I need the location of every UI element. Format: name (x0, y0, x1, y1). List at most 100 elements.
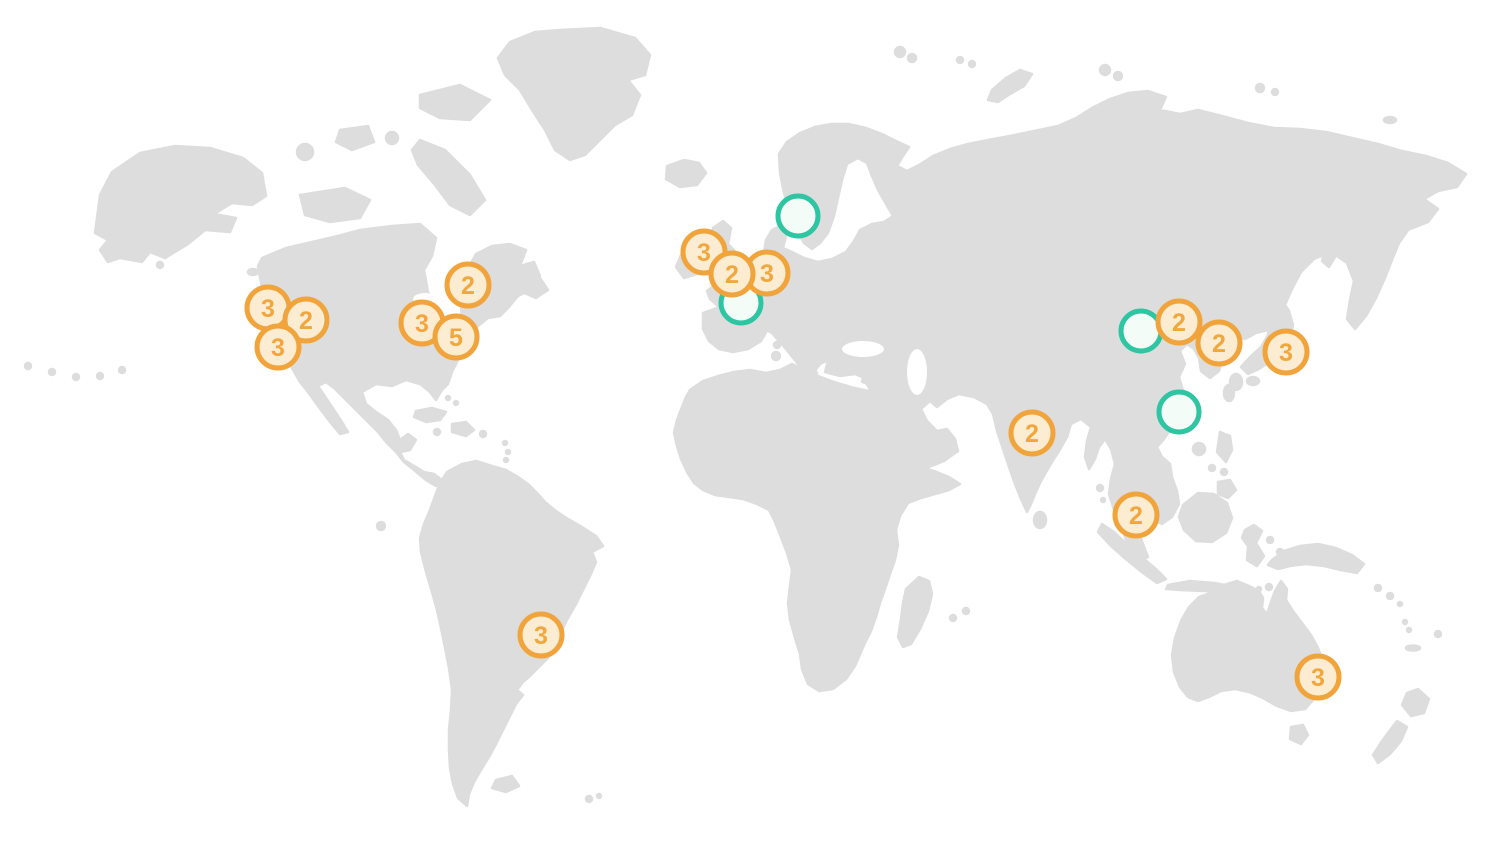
availability-zone-count: 3 (697, 239, 711, 267)
wrangel-island (1382, 115, 1398, 125)
crete (836, 383, 850, 391)
solomon-islands (1373, 583, 1383, 593)
region-marker[interactable]: 3 (517, 611, 565, 659)
availability-zone-count: 2 (1212, 330, 1226, 358)
honshu (1239, 291, 1295, 376)
availability-zone-count: 2 (461, 272, 475, 300)
availability-zone-ring (708, 250, 756, 298)
region-marker[interactable]: 3 (254, 323, 302, 371)
availability-zone-count: 3 (1279, 339, 1293, 367)
novaya-zemlya (986, 68, 1034, 104)
region-marker[interactable]: 3 (1262, 328, 1310, 376)
lesser-sunda (1264, 582, 1274, 592)
tierra-del-fuego (490, 774, 521, 794)
availability-zone-ring (254, 323, 302, 371)
region-marker[interactable]: 2 (282, 296, 330, 344)
region-marker[interactable]: 2 (1112, 491, 1160, 539)
region-marker[interactable]: 5 (432, 313, 480, 361)
availability-zone-count: 3 (760, 260, 774, 288)
availability-zone-ring (1008, 409, 1056, 457)
luzon (1215, 430, 1234, 464)
aleutian-island (95, 371, 105, 381)
solomon-islands (1385, 591, 1395, 601)
vanuatu (1405, 626, 1413, 634)
sulawesi (1240, 523, 1266, 568)
borneo (1177, 491, 1234, 544)
ellesmere-island (418, 83, 492, 122)
mindanao (1216, 478, 1238, 500)
fiji (1433, 629, 1443, 639)
coming-soon-region-marker[interactable] (1156, 389, 1202, 435)
availability-zone-ring (1262, 328, 1310, 376)
hokkaido (1274, 255, 1304, 284)
lesser-antilles (501, 439, 509, 447)
bahamas (444, 394, 452, 402)
falkland-islands (595, 792, 603, 800)
arctic-island (334, 124, 376, 152)
availability-zone-count: 3 (261, 295, 275, 323)
coming-soon-ring (1118, 308, 1164, 354)
tasmania (1288, 723, 1310, 746)
region-marker[interactable]: 2 (1195, 319, 1243, 367)
availability-zone-count: 2 (299, 307, 313, 335)
coming-soon-region-marker[interactable] (1118, 308, 1164, 354)
lesser-antilles (504, 448, 512, 456)
coming-soon-ring (1156, 389, 1202, 435)
corsica (772, 340, 782, 350)
newfoundland (520, 276, 550, 300)
availability-zone-ring (432, 313, 480, 361)
region-marker[interactable]: 3 (1294, 653, 1342, 701)
madagascar (896, 575, 934, 649)
alaska (93, 144, 268, 264)
franz-josef-land (967, 59, 977, 69)
visayas (1219, 467, 1229, 477)
south-america (418, 459, 605, 808)
taiwan (1222, 383, 1236, 403)
shikoku (1245, 375, 1261, 387)
severnaya-zemlya (1098, 63, 1112, 77)
sri-lanka (1032, 510, 1048, 530)
availability-zone-ring (444, 261, 492, 309)
region-marker[interactable]: 2 (1008, 409, 1056, 457)
kodiak-island (155, 260, 165, 270)
africa (672, 362, 962, 693)
availability-zone-ring (1112, 491, 1160, 539)
region-marker[interactable]: 2 (1155, 298, 1203, 346)
region-marker[interactable]: 2 (708, 250, 756, 298)
aleutian-island (71, 372, 81, 382)
region-marker[interactable]: 2 (444, 261, 492, 309)
black-sea (842, 341, 884, 357)
availability-zone-ring (282, 296, 330, 344)
cuba (412, 406, 448, 424)
falkland-islands (584, 794, 594, 804)
new-caledonia (1404, 644, 1422, 652)
reunion (961, 606, 971, 616)
new-zealand-north-island (1400, 687, 1431, 718)
sardinia (770, 350, 782, 362)
svalbard (893, 45, 907, 59)
bahamas (452, 399, 460, 407)
sumatra (1096, 522, 1168, 585)
andaman-islands (1095, 483, 1105, 493)
svalbard (906, 52, 918, 64)
galapagos (375, 520, 387, 532)
aleutian-island (47, 367, 57, 377)
availability-zone-count: 3 (1311, 664, 1325, 692)
severnaya-zemlya (1112, 70, 1124, 82)
arctic-island (295, 142, 315, 162)
franz-josef-land (955, 55, 965, 65)
availability-zone-count: 3 (534, 622, 548, 650)
availability-zone-ring (1195, 319, 1243, 367)
new-guinea (1266, 542, 1366, 575)
vanuatu (1401, 618, 1409, 626)
arctic-island (384, 130, 400, 146)
visayas (1207, 463, 1217, 473)
availability-zone-count: 2 (1129, 502, 1143, 530)
coming-soon-region-marker[interactable] (775, 193, 821, 239)
new-zealand-south-island (1371, 719, 1409, 765)
availability-zone-ring (1155, 298, 1203, 346)
availability-zone-ring (1294, 653, 1342, 701)
mauritius (948, 613, 958, 623)
